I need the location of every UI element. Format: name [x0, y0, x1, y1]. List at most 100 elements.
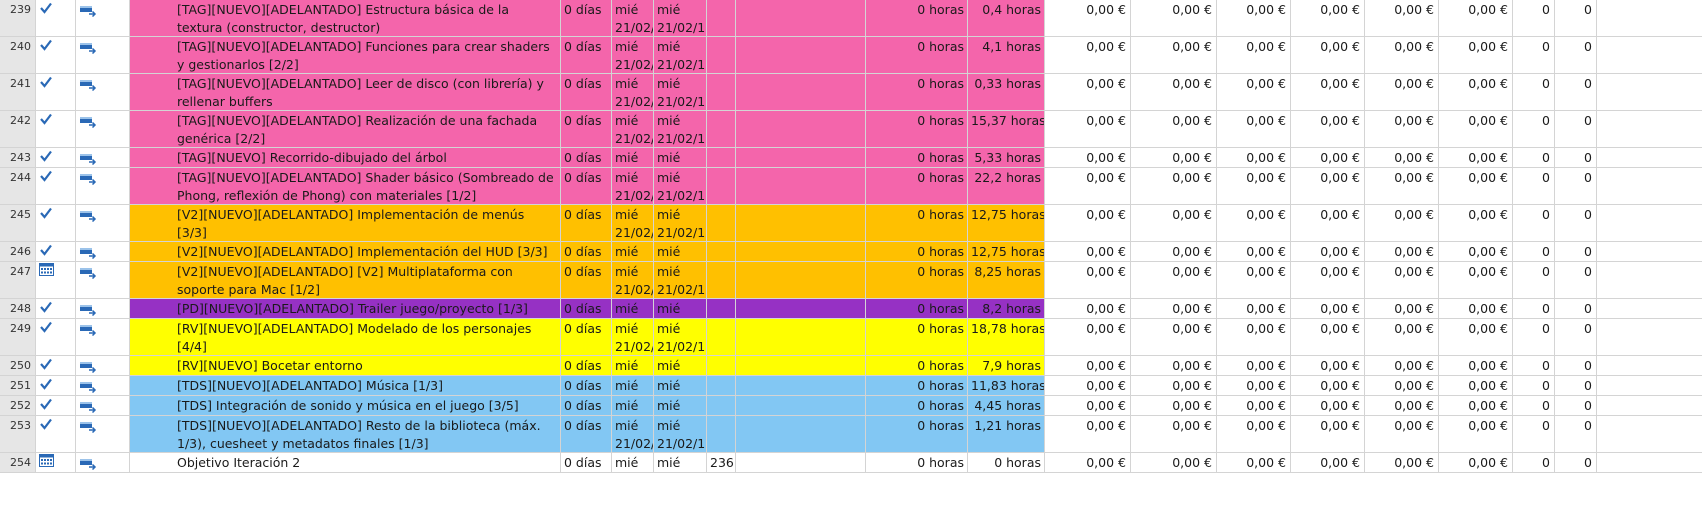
- cost-cell-5[interactable]: 0,00 €: [1365, 168, 1439, 204]
- cost-cell-2[interactable]: 0,00 €: [1131, 319, 1217, 355]
- task-name-cell[interactable]: [V2][NUEVO][ADELANTADO] Implementación d…: [130, 205, 561, 241]
- cost-cell-3[interactable]: 0,00 €: [1217, 319, 1291, 355]
- cost-cell-3[interactable]: 0,00 €: [1217, 356, 1291, 375]
- duration-cell[interactable]: 0 días: [561, 396, 612, 415]
- cost-cell-5[interactable]: 0,00 €: [1365, 299, 1439, 318]
- cost-cell-2[interactable]: 0,00 €: [1131, 37, 1217, 73]
- cost-cell-1[interactable]: 0,00 €: [1045, 242, 1131, 261]
- duration-cell[interactable]: 0 días: [561, 453, 612, 472]
- cost-cell-6[interactable]: 0,00 €: [1439, 168, 1513, 204]
- number-cell-1[interactable]: 0: [1513, 299, 1555, 318]
- cost-cell-4[interactable]: 0,00 €: [1291, 376, 1365, 395]
- cost-cell-5[interactable]: 0,00 €: [1365, 37, 1439, 73]
- cost-cell-2[interactable]: 0,00 €: [1131, 111, 1217, 147]
- predecessors-cell[interactable]: [707, 111, 736, 147]
- task-name-cell[interactable]: [TAG][NUEVO] Recorrido-dibujado del árbo…: [130, 148, 561, 167]
- cost-cell-2[interactable]: 0,00 €: [1131, 242, 1217, 261]
- row-id[interactable]: 254: [0, 453, 36, 472]
- predecessors-cell[interactable]: [707, 299, 736, 318]
- cost-cell-6[interactable]: 0,00 €: [1439, 299, 1513, 318]
- row-id[interactable]: 239: [0, 0, 36, 36]
- cost-cell-5[interactable]: 0,00 €: [1365, 262, 1439, 298]
- start-cell[interactable]: mié 21: [612, 148, 654, 167]
- cost-cell-3[interactable]: 0,00 €: [1217, 168, 1291, 204]
- remaining-work-cell[interactable]: 4,45 horas: [968, 396, 1045, 415]
- row-id[interactable]: 245: [0, 205, 36, 241]
- work-cell[interactable]: 0 horas: [866, 242, 968, 261]
- work-cell[interactable]: 0 horas: [866, 111, 968, 147]
- resource-cell[interactable]: [736, 111, 866, 147]
- cost-cell-2[interactable]: 0,00 €: [1131, 396, 1217, 415]
- empty-cell[interactable]: [1597, 376, 1657, 395]
- cost-cell-5[interactable]: 0,00 €: [1365, 356, 1439, 375]
- cost-cell-6[interactable]: 0,00 €: [1439, 242, 1513, 261]
- remaining-work-cell[interactable]: 4,1 horas: [968, 37, 1045, 73]
- finish-cell[interactable]: mié 21/02/18: [654, 262, 707, 298]
- cost-cell-1[interactable]: 0,00 €: [1045, 376, 1131, 395]
- work-cell[interactable]: 0 horas: [866, 262, 968, 298]
- empty-cell[interactable]: [1597, 168, 1657, 204]
- cost-cell-4[interactable]: 0,00 €: [1291, 168, 1365, 204]
- work-cell[interactable]: 0 horas: [866, 37, 968, 73]
- finish-cell[interactable]: mié 21/02/18: [654, 416, 707, 452]
- number-cell-2[interactable]: 0: [1555, 376, 1597, 395]
- predecessors-cell[interactable]: [707, 416, 736, 452]
- cost-cell-4[interactable]: 0,00 €: [1291, 37, 1365, 73]
- resource-cell[interactable]: [736, 356, 866, 375]
- start-cell[interactable]: mié 21: [612, 242, 654, 261]
- work-cell[interactable]: 0 horas: [866, 376, 968, 395]
- duration-cell[interactable]: 0 días: [561, 205, 612, 241]
- cost-cell-1[interactable]: 0,00 €: [1045, 356, 1131, 375]
- row-id[interactable]: 243: [0, 148, 36, 167]
- number-cell-1[interactable]: 0: [1513, 205, 1555, 241]
- duration-cell[interactable]: 0 días: [561, 356, 612, 375]
- predecessors-cell[interactable]: [707, 356, 736, 375]
- task-row[interactable]: 252 [TDS] Integración de sonido y música …: [0, 396, 1702, 416]
- cost-cell-4[interactable]: 0,00 €: [1291, 396, 1365, 415]
- cost-cell-6[interactable]: 0,00 €: [1439, 396, 1513, 415]
- empty-cell[interactable]: [1597, 111, 1657, 147]
- empty-cell[interactable]: [1597, 396, 1657, 415]
- cost-cell-4[interactable]: 0,00 €: [1291, 262, 1365, 298]
- number-cell-1[interactable]: 0: [1513, 242, 1555, 261]
- task-row[interactable]: 239 [TAG][NUEVO][ADELANTADO] Estructura b…: [0, 0, 1702, 37]
- cost-cell-3[interactable]: 0,00 €: [1217, 396, 1291, 415]
- number-cell-1[interactable]: 0: [1513, 148, 1555, 167]
- cost-cell-1[interactable]: 0,00 €: [1045, 453, 1131, 472]
- cost-cell-6[interactable]: 0,00 €: [1439, 0, 1513, 36]
- task-name-cell[interactable]: [RV][NUEVO][ADELANTADO] Modelado de los …: [130, 319, 561, 355]
- cost-cell-5[interactable]: 0,00 €: [1365, 111, 1439, 147]
- empty-cell[interactable]: [1597, 356, 1657, 375]
- number-cell-2[interactable]: 0: [1555, 262, 1597, 298]
- number-cell-2[interactable]: 0: [1555, 299, 1597, 318]
- resource-cell[interactable]: [736, 453, 866, 472]
- number-cell-2[interactable]: 0: [1555, 168, 1597, 204]
- duration-cell[interactable]: 0 días: [561, 319, 612, 355]
- cost-cell-4[interactable]: 0,00 €: [1291, 74, 1365, 110]
- cost-cell-2[interactable]: 0,00 €: [1131, 74, 1217, 110]
- remaining-work-cell[interactable]: 8,25 horas: [968, 262, 1045, 298]
- start-cell[interactable]: mié 21/02/: [612, 205, 654, 241]
- task-mode-cell[interactable]: [76, 242, 130, 261]
- cost-cell-6[interactable]: 0,00 €: [1439, 148, 1513, 167]
- cost-cell-3[interactable]: 0,00 €: [1217, 205, 1291, 241]
- number-cell-1[interactable]: 0: [1513, 111, 1555, 147]
- start-cell[interactable]: mié 21/02/: [612, 74, 654, 110]
- work-cell[interactable]: 0 horas: [866, 0, 968, 36]
- task-row[interactable]: 251 [TDS][NUEVO][ADELANTADO] Música [1/3]…: [0, 376, 1702, 396]
- cost-cell-4[interactable]: 0,00 €: [1291, 319, 1365, 355]
- remaining-work-cell[interactable]: 11,83 horas: [968, 376, 1045, 395]
- row-id[interactable]: 248: [0, 299, 36, 318]
- cost-cell-6[interactable]: 0,00 €: [1439, 205, 1513, 241]
- resource-cell[interactable]: [736, 299, 866, 318]
- remaining-work-cell[interactable]: 1,21 horas: [968, 416, 1045, 452]
- predecessors-cell[interactable]: [707, 205, 736, 241]
- cost-cell-5[interactable]: 0,00 €: [1365, 416, 1439, 452]
- empty-cell[interactable]: [1597, 205, 1657, 241]
- empty-cell[interactable]: [1597, 242, 1657, 261]
- remaining-work-cell[interactable]: 15,37 horas: [968, 111, 1045, 147]
- cost-cell-2[interactable]: 0,00 €: [1131, 453, 1217, 472]
- task-name-cell[interactable]: [TDS][NUEVO][ADELANTADO] Resto de la bib…: [130, 416, 561, 452]
- cost-cell-2[interactable]: 0,00 €: [1131, 376, 1217, 395]
- cost-cell-5[interactable]: 0,00 €: [1365, 396, 1439, 415]
